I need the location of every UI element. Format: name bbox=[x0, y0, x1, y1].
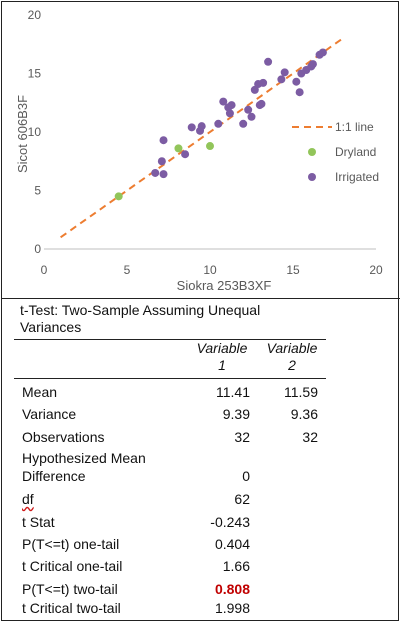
row-label: P(T<=t) two-tail bbox=[22, 581, 118, 597]
irrigated-point bbox=[244, 105, 253, 114]
row-label: df bbox=[22, 491, 34, 507]
row-label: Hypothesized Mean bbox=[22, 450, 146, 466]
table-top-rule bbox=[14, 339, 326, 340]
header-v2-line2: 2 bbox=[288, 357, 296, 373]
irrigated-point bbox=[295, 88, 304, 97]
variable-2-value: 11.59 bbox=[284, 384, 318, 400]
table-row: Hypothesized Mean bbox=[2, 450, 400, 472]
variable-1-value: 1.998 bbox=[214, 600, 250, 616]
row-label: Difference bbox=[22, 468, 86, 484]
irrigated-point bbox=[255, 101, 264, 110]
irrigated-point bbox=[181, 150, 190, 159]
variable-1-value: 62 bbox=[234, 491, 250, 507]
irrigated-point bbox=[292, 77, 301, 86]
variable-2-value: 9.36 bbox=[290, 406, 318, 422]
dryland-point bbox=[114, 192, 123, 201]
row-label: t Critical two-tail bbox=[22, 600, 121, 616]
irrigated-point bbox=[219, 97, 228, 106]
header-v1-line1: Variable bbox=[196, 340, 248, 356]
irrigated-point bbox=[250, 85, 259, 94]
row-label: t Stat bbox=[22, 514, 55, 530]
irrigated-point bbox=[225, 109, 234, 118]
irrigated-point bbox=[280, 68, 289, 77]
variable-1-value: 0.808 bbox=[214, 581, 250, 597]
variable-1-value: 11.41 bbox=[216, 384, 250, 400]
variable-1-value: 0 bbox=[242, 468, 250, 484]
x-tick-label: 10 bbox=[203, 263, 217, 277]
y-tick-label: 0 bbox=[34, 242, 41, 256]
x-tick-label: 20 bbox=[369, 263, 383, 277]
irrigated-point bbox=[157, 157, 166, 166]
row-label: t Critical one-tail bbox=[22, 558, 123, 574]
y-tick-label: 20 bbox=[28, 8, 42, 22]
ttest-title: t-Test: Two-Sample Assuming Unequal Vari… bbox=[20, 302, 261, 335]
table-row: Difference 0 bbox=[2, 468, 400, 490]
table-row: t Critical two-tail 1.998 bbox=[2, 600, 400, 622]
legend-irrigated-label: Irrigated bbox=[335, 170, 379, 184]
y-tick-label: 5 bbox=[34, 184, 41, 198]
variable-1-value: 32 bbox=[234, 429, 250, 445]
irrigated-point bbox=[214, 119, 223, 128]
table-row: Observations 32 32 bbox=[2, 429, 400, 451]
table-row: t Critical one-tail 1.66 bbox=[2, 558, 400, 580]
scatter-chart-area: 0 5 10 15 20 0 5 10 15 20 1:1 line Dryland Irrigate… bbox=[2, 2, 400, 299]
table-row: Mean 11.41 11.59 bbox=[2, 384, 400, 406]
table-header-rule bbox=[14, 378, 326, 379]
y-tick-label: 10 bbox=[28, 125, 42, 139]
table-row: df 62 bbox=[2, 491, 400, 513]
row-label: P(T<=t) one-tail bbox=[22, 536, 120, 552]
one-to-one-line bbox=[60, 37, 344, 239]
irrigated-point bbox=[227, 101, 236, 110]
irrigated-point bbox=[247, 112, 256, 121]
header-v2-line1: Variable bbox=[266, 340, 318, 356]
irrigated-point bbox=[239, 119, 248, 128]
variable-2-value: 32 bbox=[302, 429, 318, 445]
variable-1-value: 9.39 bbox=[222, 406, 250, 422]
irrigated-point bbox=[187, 123, 196, 132]
irrigated-point bbox=[277, 75, 286, 84]
table-row: P(T<=t) one-tail 0.404 bbox=[2, 536, 400, 558]
legend-irrigated-swatch bbox=[308, 173, 316, 181]
scatter-chart: 0 5 10 15 20 0 5 10 15 20 1:1 line Dryland Irrigate… bbox=[15, 8, 383, 293]
x-tick-label: 5 bbox=[124, 263, 131, 277]
legend-one-to-one-label: 1:1 line bbox=[335, 120, 374, 134]
row-label: Mean bbox=[22, 384, 58, 400]
row-label: Observations bbox=[22, 429, 105, 445]
variable-1-value: -0.243 bbox=[210, 514, 250, 530]
irrigated-point bbox=[159, 136, 168, 145]
irrigated-point bbox=[308, 60, 317, 69]
x-axis-title: Siokra 253B3XF bbox=[177, 278, 272, 293]
y-tick-label: 15 bbox=[28, 67, 42, 81]
x-tick-label: 0 bbox=[41, 263, 48, 277]
header-v1-line2: 1 bbox=[218, 357, 226, 373]
legend-dryland-swatch bbox=[308, 148, 316, 156]
table-row: t Stat -0.243 bbox=[2, 514, 400, 536]
irrigated-point bbox=[264, 57, 273, 66]
legend-dryland-label: Dryland bbox=[335, 145, 376, 159]
table-row: Variance 9.39 9.36 bbox=[2, 406, 400, 428]
variable-1-value: 1.66 bbox=[222, 558, 250, 574]
row-label: Variance bbox=[22, 406, 77, 422]
irrigated-point bbox=[151, 168, 160, 177]
variable-1-value: 0.404 bbox=[214, 536, 250, 552]
irrigated-point bbox=[259, 78, 268, 87]
table-row: P(T<=t) two-tail 0.808 bbox=[2, 581, 400, 603]
x-tick-label: 15 bbox=[286, 263, 300, 277]
irrigated-point bbox=[159, 170, 168, 179]
header-variable-2: Variable 2 bbox=[260, 340, 324, 374]
dryland-point bbox=[174, 144, 183, 153]
irrigated-point bbox=[197, 122, 206, 131]
dryland-point bbox=[206, 142, 214, 151]
header-variable-1: Variable 1 bbox=[192, 340, 252, 374]
irrigated-point bbox=[318, 48, 327, 57]
y-axis-title: Sicot 606B3F bbox=[15, 95, 30, 173]
